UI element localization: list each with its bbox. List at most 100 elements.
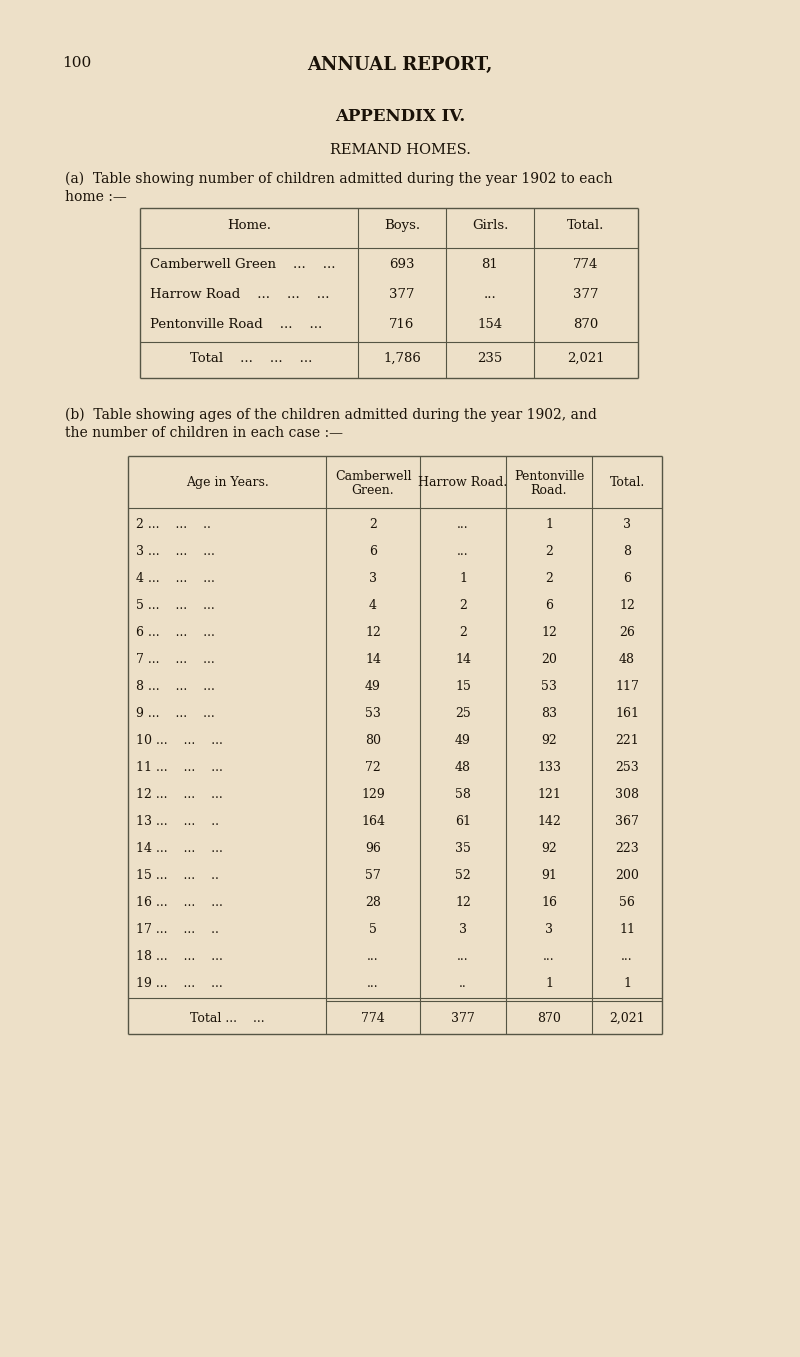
- Text: 35: 35: [455, 841, 471, 855]
- Text: ...: ...: [543, 950, 555, 963]
- Text: 49: 49: [365, 680, 381, 693]
- Text: 154: 154: [478, 318, 502, 331]
- Text: home :—: home :—: [65, 190, 126, 204]
- Text: 6: 6: [623, 573, 631, 585]
- Text: 377: 377: [390, 288, 414, 301]
- Text: 2: 2: [459, 598, 467, 612]
- Text: 96: 96: [365, 841, 381, 855]
- Text: Green.: Green.: [352, 484, 394, 497]
- Text: 61: 61: [455, 816, 471, 828]
- Text: 4 ...    ...    ...: 4 ... ... ...: [136, 573, 215, 585]
- Text: 3: 3: [459, 923, 467, 936]
- Text: 11: 11: [619, 923, 635, 936]
- Text: 26: 26: [619, 626, 635, 639]
- Text: 2: 2: [545, 546, 553, 558]
- Text: (a)  Table showing number of children admitted during the year 1902 to each: (a) Table showing number of children adm…: [65, 172, 613, 186]
- Text: 18 ...    ...    ...: 18 ... ... ...: [136, 950, 223, 963]
- Text: 72: 72: [365, 761, 381, 773]
- Text: the number of children in each case :—: the number of children in each case :—: [65, 426, 343, 440]
- Text: 2: 2: [459, 626, 467, 639]
- Text: 16 ...    ...    ...: 16 ... ... ...: [136, 896, 223, 909]
- Text: 8 ...    ...    ...: 8 ... ... ...: [136, 680, 215, 693]
- Text: ...: ...: [621, 950, 633, 963]
- Text: Boys.: Boys.: [384, 218, 420, 232]
- Text: Pentonville Road    ...    ...: Pentonville Road ... ...: [150, 318, 322, 331]
- Text: 6 ...    ...    ...: 6 ... ... ...: [136, 626, 215, 639]
- Text: 53: 53: [365, 707, 381, 721]
- Text: Age in Years.: Age in Years.: [186, 476, 268, 489]
- Text: 2: 2: [369, 518, 377, 531]
- Text: 774: 774: [574, 258, 598, 271]
- Text: 2: 2: [545, 573, 553, 585]
- Text: 870: 870: [574, 318, 598, 331]
- Text: ...: ...: [457, 518, 469, 531]
- Text: 6: 6: [545, 598, 553, 612]
- Text: Road.: Road.: [530, 484, 567, 497]
- Text: 14: 14: [455, 653, 471, 666]
- Text: Total.: Total.: [567, 218, 605, 232]
- Text: 48: 48: [619, 653, 635, 666]
- Text: 235: 235: [478, 351, 502, 365]
- Text: ...: ...: [457, 950, 469, 963]
- Text: ..: ..: [459, 977, 467, 991]
- Text: 80: 80: [365, 734, 381, 746]
- Text: 57: 57: [365, 868, 381, 882]
- Text: 223: 223: [615, 841, 639, 855]
- Text: 133: 133: [537, 761, 561, 773]
- Text: Girls.: Girls.: [472, 218, 508, 232]
- Text: 19 ...    ...    ...: 19 ... ... ...: [136, 977, 222, 991]
- Text: 100: 100: [62, 56, 91, 71]
- Text: 716: 716: [390, 318, 414, 331]
- Text: (b)  Table showing ages of the children admitted during the year 1902, and: (b) Table showing ages of the children a…: [65, 408, 597, 422]
- Text: Total.: Total.: [610, 476, 645, 489]
- Text: Total ...    ...: Total ... ...: [190, 1012, 264, 1025]
- Text: 377: 377: [574, 288, 598, 301]
- Text: 2,021: 2,021: [609, 1012, 645, 1025]
- Text: 14: 14: [365, 653, 381, 666]
- Text: Pentonville: Pentonville: [514, 470, 584, 483]
- Text: 13 ...    ...    ..: 13 ... ... ..: [136, 816, 219, 828]
- Text: ...: ...: [367, 977, 379, 991]
- Text: 129: 129: [361, 788, 385, 801]
- Text: Harrow Road    ...    ...    ...: Harrow Road ... ... ...: [150, 288, 330, 301]
- Text: REMAND HOMES.: REMAND HOMES.: [330, 142, 470, 157]
- Text: 1: 1: [545, 977, 553, 991]
- Text: 49: 49: [455, 734, 471, 746]
- Text: 3: 3: [545, 923, 553, 936]
- Text: 53: 53: [541, 680, 557, 693]
- Text: 142: 142: [537, 816, 561, 828]
- Text: 12: 12: [541, 626, 557, 639]
- Text: 12: 12: [455, 896, 471, 909]
- Text: Total    ...    ...    ...: Total ... ... ...: [190, 351, 312, 365]
- Text: ANNUAL REPORT,: ANNUAL REPORT,: [307, 56, 493, 75]
- Text: 56: 56: [619, 896, 635, 909]
- Text: 693: 693: [390, 258, 414, 271]
- Text: 1,786: 1,786: [383, 351, 421, 365]
- Text: Camberwell: Camberwell: [334, 470, 411, 483]
- Text: 58: 58: [455, 788, 471, 801]
- Text: 6: 6: [369, 546, 377, 558]
- Text: 91: 91: [541, 868, 557, 882]
- Text: 774: 774: [361, 1012, 385, 1025]
- Text: 308: 308: [615, 788, 639, 801]
- Text: 16: 16: [541, 896, 557, 909]
- Text: 92: 92: [541, 841, 557, 855]
- Text: 20: 20: [541, 653, 557, 666]
- Text: 12: 12: [365, 626, 381, 639]
- Text: 12 ...    ...    ...: 12 ... ... ...: [136, 788, 222, 801]
- Text: 121: 121: [537, 788, 561, 801]
- Text: 92: 92: [541, 734, 557, 746]
- Text: 3: 3: [369, 573, 377, 585]
- Text: 12: 12: [619, 598, 635, 612]
- Text: 10 ...    ...    ...: 10 ... ... ...: [136, 734, 223, 746]
- Text: 1: 1: [459, 573, 467, 585]
- Text: 9 ...    ...    ...: 9 ... ... ...: [136, 707, 214, 721]
- Text: 3: 3: [623, 518, 631, 531]
- Text: 367: 367: [615, 816, 639, 828]
- Text: 3 ...    ...    ...: 3 ... ... ...: [136, 546, 215, 558]
- Text: 8: 8: [623, 546, 631, 558]
- Text: 14 ...    ...    ...: 14 ... ... ...: [136, 841, 223, 855]
- Text: 4: 4: [369, 598, 377, 612]
- Text: 1: 1: [623, 977, 631, 991]
- Text: Harrow Road.: Harrow Road.: [418, 476, 508, 489]
